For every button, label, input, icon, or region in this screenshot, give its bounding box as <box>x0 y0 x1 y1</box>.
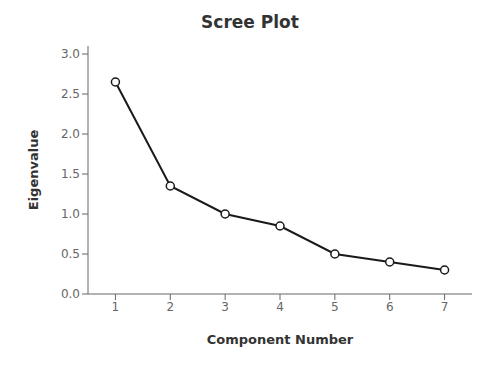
svg-text:Eigenvalue: Eigenvalue <box>26 130 41 211</box>
svg-text:7: 7 <box>441 300 449 314</box>
svg-text:2.0: 2.0 <box>61 127 80 141</box>
svg-text:1.5: 1.5 <box>61 167 80 181</box>
svg-text:1.0: 1.0 <box>61 207 80 221</box>
svg-text:0.0: 0.0 <box>61 287 80 301</box>
svg-text:3.0: 3.0 <box>61 47 80 61</box>
svg-text:2: 2 <box>166 300 174 314</box>
svg-text:4: 4 <box>276 300 284 314</box>
svg-text:5: 5 <box>331 300 339 314</box>
svg-text:0.5: 0.5 <box>61 247 80 261</box>
svg-text:3: 3 <box>221 300 229 314</box>
svg-text:6: 6 <box>386 300 394 314</box>
html-text:Scree Plot: Scree Plot <box>201 12 299 32</box>
svg-text:2.5: 2.5 <box>61 87 80 101</box>
svg-text:Component Number: Component Number <box>207 332 354 347</box>
svg-text:1: 1 <box>112 300 120 314</box>
